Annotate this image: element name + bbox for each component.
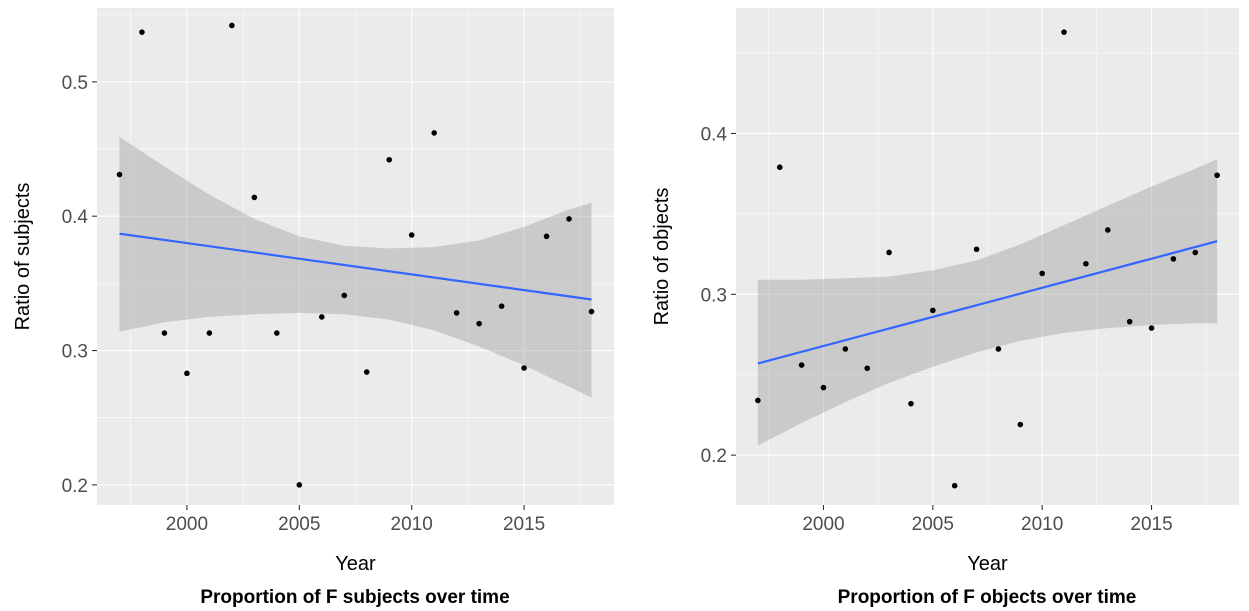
- data-point: [1170, 256, 1177, 262]
- data-point: [566, 216, 572, 222]
- data-point: [1039, 270, 1045, 277]
- y-tick-label: 0.4: [62, 207, 89, 228]
- data-point: [755, 397, 761, 404]
- y-tick-label: 0.3: [62, 342, 88, 363]
- data-point: [184, 370, 190, 377]
- data-point: [476, 320, 482, 327]
- chart-title: Proportion of F subjects over time: [200, 587, 509, 608]
- y-tick-label: 0.2: [62, 476, 88, 497]
- data-point: [588, 308, 595, 315]
- data-point: [951, 482, 958, 489]
- data-point: [161, 330, 168, 336]
- x-axis-title: Year: [335, 553, 376, 575]
- x-tick-label: 2010: [1021, 514, 1063, 535]
- data-point: [798, 362, 805, 368]
- data-point: [1148, 325, 1155, 331]
- data-point: [1017, 421, 1024, 428]
- data-point: [776, 164, 783, 171]
- data-point: [431, 130, 437, 136]
- data-point: [820, 384, 827, 391]
- x-tick-label: 2005: [278, 514, 320, 535]
- x-tick-label: 2000: [166, 514, 208, 535]
- y-tick-label: 0.2: [701, 446, 727, 467]
- x-tick-label: 2010: [391, 514, 433, 535]
- data-point: [1083, 260, 1089, 267]
- data-point: [453, 310, 460, 316]
- data-point: [206, 330, 213, 336]
- data-point: [842, 346, 849, 352]
- data-point: [251, 194, 258, 201]
- data-point: [229, 22, 235, 29]
- data-point: [408, 232, 415, 238]
- data-point: [341, 292, 348, 299]
- data-point: [139, 29, 145, 35]
- data-point: [318, 314, 325, 320]
- objects-chart: 2000 2005 2010 2015 0.2 0.3 0.4 Year Ratio of ob…: [651, 8, 1239, 608]
- y-axis-title: Ratio of subjects: [12, 183, 34, 331]
- data-point: [908, 400, 914, 407]
- subjects-chart: 2000 2005 2010 2015 0.2 0.3 0.4 0.5 Year Ratio of…: [12, 8, 614, 608]
- data-point: [521, 365, 527, 371]
- data-point: [498, 303, 505, 310]
- x-tick-label: 2000: [802, 514, 844, 535]
- data-point: [274, 330, 280, 336]
- data-point: [386, 156, 393, 163]
- data-point: [1126, 318, 1133, 325]
- regression-line: [119, 232, 592, 301]
- data-point: [973, 246, 980, 253]
- data-point: [1104, 227, 1111, 233]
- data-point: [363, 369, 370, 375]
- data-point: [1192, 249, 1199, 256]
- data-point: [1061, 29, 1067, 35]
- regression-line: [757, 240, 1218, 365]
- data-point: [886, 249, 892, 256]
- x-tick-label: 2015: [503, 514, 545, 535]
- x-tick-label: 2005: [912, 514, 954, 535]
- y-tick-label: 0.4: [701, 124, 728, 145]
- chart-title: Proportion of F objects over time: [838, 587, 1137, 608]
- y-axis-title: Ratio of objects: [651, 188, 673, 326]
- y-tick-label: 0.3: [701, 285, 727, 306]
- data-point: [864, 365, 871, 372]
- data-point: [930, 307, 936, 314]
- data-point: [543, 233, 550, 240]
- data-point: [995, 346, 1002, 352]
- x-tick-label: 2015: [1130, 514, 1172, 535]
- data-point: [296, 482, 303, 488]
- data-point: [1214, 172, 1220, 179]
- y-tick-label: 0.5: [62, 73, 88, 94]
- data-point: [116, 171, 123, 178]
- x-axis-title: Year: [967, 553, 1008, 575]
